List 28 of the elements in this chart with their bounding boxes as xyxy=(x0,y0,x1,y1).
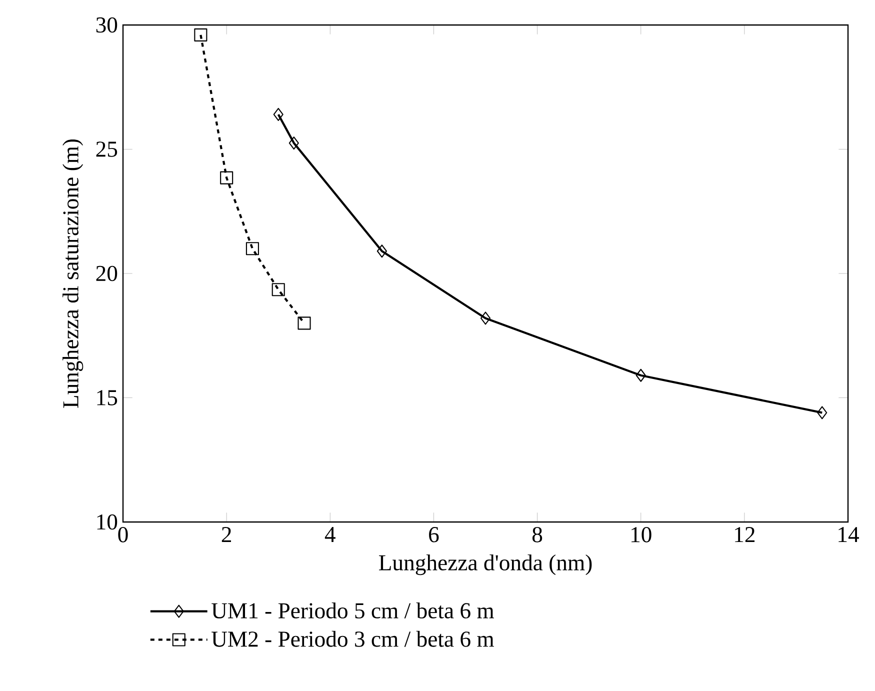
point xyxy=(298,316,311,330)
x-tick-label: 4 xyxy=(324,527,336,542)
x-tick-label: 2 xyxy=(222,527,231,542)
x-tick-label: 12 xyxy=(735,527,755,542)
y-tick-label: 10 xyxy=(97,514,118,530)
legend-label: UM2 - Periodo 3 cm / beta 6 m xyxy=(212,630,494,647)
x-tick-label: 10 xyxy=(632,527,652,542)
y-tick-label: 15 xyxy=(97,390,118,406)
x-tick-label: 8 xyxy=(532,527,542,542)
x-tick-label: 14 xyxy=(838,527,859,542)
point xyxy=(817,406,828,420)
point xyxy=(273,108,284,121)
x-axis-title: Lunghezza d'onda (nm) xyxy=(379,554,592,576)
legend-label: UM1 - Periodo 5 cm / beta 6 m xyxy=(212,602,494,618)
point xyxy=(246,242,259,256)
y-tick-label: 30 xyxy=(96,17,118,33)
point xyxy=(288,136,299,150)
point xyxy=(220,171,234,184)
point xyxy=(480,312,491,325)
x-tick-label: 0 xyxy=(118,527,128,542)
point xyxy=(272,283,285,296)
y-tick-label: 25 xyxy=(96,142,118,157)
point xyxy=(376,244,387,258)
point xyxy=(636,368,646,382)
x-tick-label: 6 xyxy=(429,527,439,542)
point xyxy=(194,28,208,42)
y-axis-title: Lunghezza di saturazione (m) xyxy=(62,139,84,408)
y-tick-label: 20 xyxy=(96,266,118,282)
